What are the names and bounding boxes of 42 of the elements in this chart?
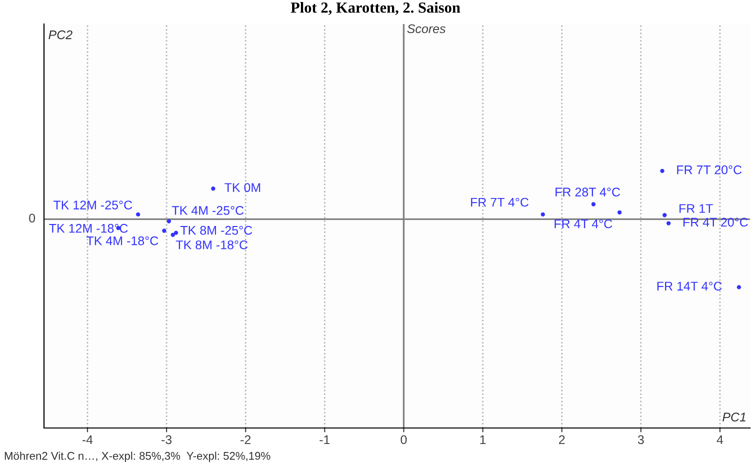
text: PC1 — [722, 412, 746, 422]
point — [540, 212, 545, 217]
chart-title: Plot 2, Karotten, 2. Saison — [290, 2, 460, 15]
point — [136, 212, 140, 217]
x-tick-label: 3 — [638, 435, 644, 444]
x-tick-label: -1 — [320, 435, 330, 444]
point — [170, 232, 175, 237]
point — [174, 230, 178, 235]
annotation: FR 28T 4°C — [556, 188, 620, 196]
point — [662, 213, 667, 218]
ref-line-label: 0 — [29, 214, 36, 223]
x-tick-label: 2 — [558, 435, 565, 444]
text: PC2 — [48, 30, 72, 40]
annotation: TK 8M -18°C — [176, 240, 248, 250]
x-tick-label: 1 — [480, 435, 486, 444]
annotation: TK 4M -25°C — [172, 206, 244, 215]
x-tick-label: 0 — [400, 435, 407, 444]
annotation: TK 12M -25°C — [53, 200, 132, 210]
annotation: FR 4T 4°C — [554, 219, 612, 228]
annotation: TK 4M -18°C — [86, 236, 158, 246]
annotation: FR 4T 20°C — [683, 218, 748, 227]
point — [666, 221, 671, 226]
annotation: TK 12M -18°C — [49, 224, 128, 233]
annotation: FR 7T 20°C — [677, 165, 742, 174]
point — [736, 285, 742, 290]
point — [162, 228, 166, 233]
x-tick-label: 4 — [716, 435, 724, 444]
point — [617, 210, 622, 214]
point — [660, 168, 664, 173]
x-tick-label: -3 — [162, 435, 172, 444]
point — [166, 219, 171, 224]
chart-subtitle: Scores — [407, 24, 446, 34]
annotation: TK 8M -25°C — [180, 226, 252, 235]
point — [591, 202, 596, 206]
x-tick-label: -4 — [82, 435, 93, 444]
point — [211, 186, 216, 191]
annotation: FR 14T 4°C — [657, 282, 722, 291]
x-tick-label: -2 — [240, 435, 251, 444]
annotation: TK 0M — [224, 183, 260, 192]
annotation: FR 1T — [680, 204, 713, 213]
annotation: FR 7T 4°C — [471, 198, 529, 207]
text: Möhren2 Vit.C n…, X-expl: 85%,3% Y-expl: 52%,19% — [4, 452, 270, 462]
